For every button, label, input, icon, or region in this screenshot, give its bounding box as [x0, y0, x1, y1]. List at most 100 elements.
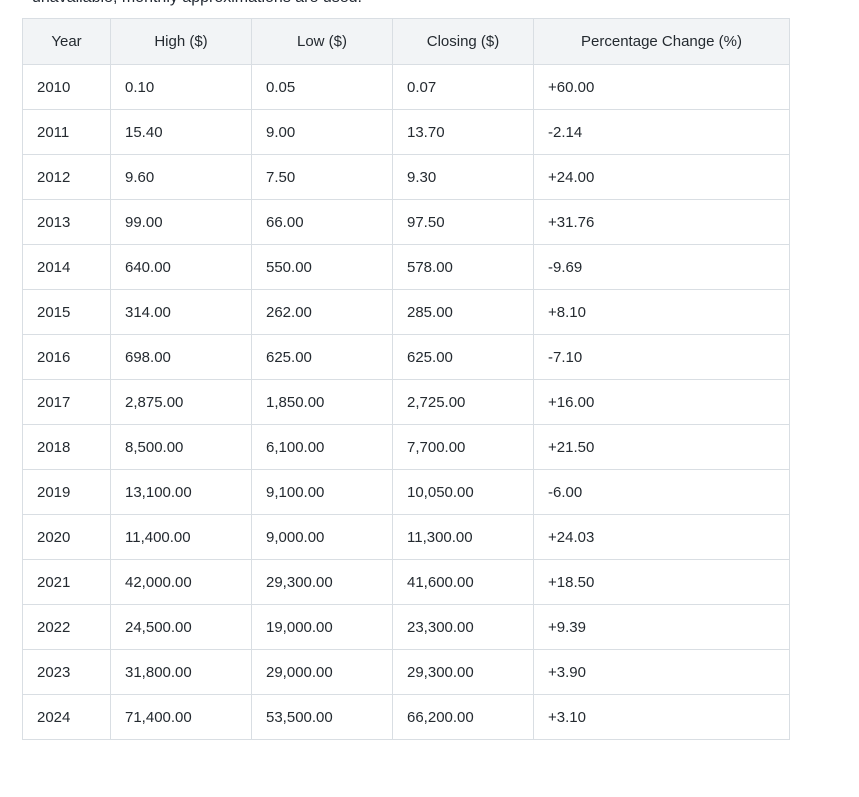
- value-cell: +8.10: [533, 289, 790, 335]
- year-cell: 2019: [22, 469, 111, 515]
- table-row: 2015 314.00 262.00 285.00 +8.10: [22, 289, 790, 335]
- table-row: 2018 8,500.00 6,100.00 7,700.00 +21.50: [22, 424, 790, 470]
- value-cell: 9.30: [392, 154, 534, 200]
- table-row: 2011 15.40 9.00 13.70 -2.14: [22, 109, 790, 155]
- year-cell: 2017: [22, 379, 111, 425]
- value-cell: 29,000.00: [251, 649, 393, 695]
- value-cell: 625.00: [251, 334, 393, 380]
- value-cell: 29,300.00: [251, 559, 393, 605]
- value-cell: 11,400.00: [110, 514, 252, 560]
- value-cell: -9.69: [533, 244, 790, 290]
- column-header: Low ($): [251, 18, 393, 65]
- value-cell: +9.39: [533, 604, 790, 650]
- value-cell: 31,800.00: [110, 649, 252, 695]
- value-cell: 9.00: [251, 109, 393, 155]
- value-cell: 9,100.00: [251, 469, 393, 515]
- value-cell: 7.50: [251, 154, 393, 200]
- value-cell: -6.00: [533, 469, 790, 515]
- value-cell: 41,600.00: [392, 559, 534, 605]
- year-cell: 2024: [22, 694, 111, 740]
- table-row: 2024 71,400.00 53,500.00 66,200.00 +3.10: [22, 694, 790, 740]
- value-cell: 11,300.00: [392, 514, 534, 560]
- table-header: Year High ($) Low ($) Closing ($) Percentage…: [22, 18, 790, 65]
- value-cell: +3.90: [533, 649, 790, 695]
- table-body: 2010 0.10 0.05 0.07 +60.00 2011 15.40 9.00 13.70…: [22, 64, 790, 740]
- value-cell: +21.50: [533, 424, 790, 470]
- value-cell: 24,500.00: [110, 604, 252, 650]
- year-cell: 2014: [22, 244, 111, 290]
- value-cell: +16.00: [533, 379, 790, 425]
- table-row: 2019 13,100.00 9,100.00 10,050.00 -6.00: [22, 469, 790, 515]
- value-cell: 0.10: [110, 64, 252, 110]
- year-cell: 2021: [22, 559, 111, 605]
- year-cell: 2016: [22, 334, 111, 380]
- table-row: 2020 11,400.00 9,000.00 11,300.00 +24.03: [22, 514, 790, 560]
- year-cell: 2023: [22, 649, 111, 695]
- value-cell: 0.05: [251, 64, 393, 110]
- value-cell: 9.60: [110, 154, 252, 200]
- value-cell: 23,300.00: [392, 604, 534, 650]
- value-cell: +18.50: [533, 559, 790, 605]
- value-cell: 6,100.00: [251, 424, 393, 470]
- year-cell: 2012: [22, 154, 111, 200]
- year-cell: 2020: [22, 514, 111, 560]
- value-cell: 550.00: [251, 244, 393, 290]
- table-row: 2021 42,000.00 29,300.00 41,600.00 +18.50: [22, 559, 790, 605]
- value-cell: 8,500.00: [110, 424, 252, 470]
- year-cell: 2011: [22, 109, 111, 155]
- year-cell: 2010: [22, 64, 111, 110]
- column-header: High ($): [110, 18, 252, 65]
- year-cell: 2018: [22, 424, 111, 470]
- value-cell: 698.00: [110, 334, 252, 380]
- value-cell: 19,000.00: [251, 604, 393, 650]
- column-header: Year: [22, 18, 111, 65]
- value-cell: 13.70: [392, 109, 534, 155]
- value-cell: 10,050.00: [392, 469, 534, 515]
- value-cell: 15.40: [110, 109, 252, 155]
- value-cell: 314.00: [110, 289, 252, 335]
- value-cell: 99.00: [110, 199, 252, 245]
- value-cell: 1,850.00: [251, 379, 393, 425]
- column-header: Percentage Change (%): [533, 18, 790, 65]
- value-cell: 66.00: [251, 199, 393, 245]
- value-cell: 53,500.00: [251, 694, 393, 740]
- value-cell: 2,875.00: [110, 379, 252, 425]
- table-row: 2012 9.60 7.50 9.30 +24.00: [22, 154, 790, 200]
- table-row: 2013 99.00 66.00 97.50 +31.76: [22, 199, 790, 245]
- value-cell: 262.00: [251, 289, 393, 335]
- year-cell: 2022: [22, 604, 111, 650]
- value-cell: 13,100.00: [110, 469, 252, 515]
- year-cell: 2013: [22, 199, 111, 245]
- clipped-paragraph: unavailable, monthly approximations are …: [32, 0, 362, 8]
- column-header: Closing ($): [392, 18, 534, 65]
- header-row: Year High ($) Low ($) Closing ($) Percentage…: [22, 18, 790, 65]
- table-row: 2016 698.00 625.00 625.00 -7.10: [22, 334, 790, 380]
- value-cell: 66,200.00: [392, 694, 534, 740]
- year-cell: 2015: [22, 289, 111, 335]
- value-cell: 9,000.00: [251, 514, 393, 560]
- value-cell: 7,700.00: [392, 424, 534, 470]
- value-cell: +24.00: [533, 154, 790, 200]
- value-cell: 285.00: [392, 289, 534, 335]
- value-cell: 42,000.00: [110, 559, 252, 605]
- value-cell: 640.00: [110, 244, 252, 290]
- value-cell: 578.00: [392, 244, 534, 290]
- value-cell: 29,300.00: [392, 649, 534, 695]
- value-cell: 625.00: [392, 334, 534, 380]
- value-cell: 0.07: [392, 64, 534, 110]
- value-cell: -7.10: [533, 334, 790, 380]
- value-cell: +3.10: [533, 694, 790, 740]
- value-cell: +60.00: [533, 64, 790, 110]
- value-cell: +31.76: [533, 199, 790, 245]
- yearly-price-table: Year High ($) Low ($) Closing ($) Percentage…: [22, 18, 790, 740]
- value-cell: 97.50: [392, 199, 534, 245]
- table-row: 2023 31,800.00 29,000.00 29,300.00 +3.90: [22, 649, 790, 695]
- value-cell: +24.03: [533, 514, 790, 560]
- value-cell: -2.14: [533, 109, 790, 155]
- table-row: 2017 2,875.00 1,850.00 2,725.00 +16.00: [22, 379, 790, 425]
- table-row: 2014 640.00 550.00 578.00 -9.69: [22, 244, 790, 290]
- value-cell: 2,725.00: [392, 379, 534, 425]
- table-row: 2010 0.10 0.05 0.07 +60.00: [22, 64, 790, 110]
- table-row: 2022 24,500.00 19,000.00 23,300.00 +9.39: [22, 604, 790, 650]
- value-cell: 71,400.00: [110, 694, 252, 740]
